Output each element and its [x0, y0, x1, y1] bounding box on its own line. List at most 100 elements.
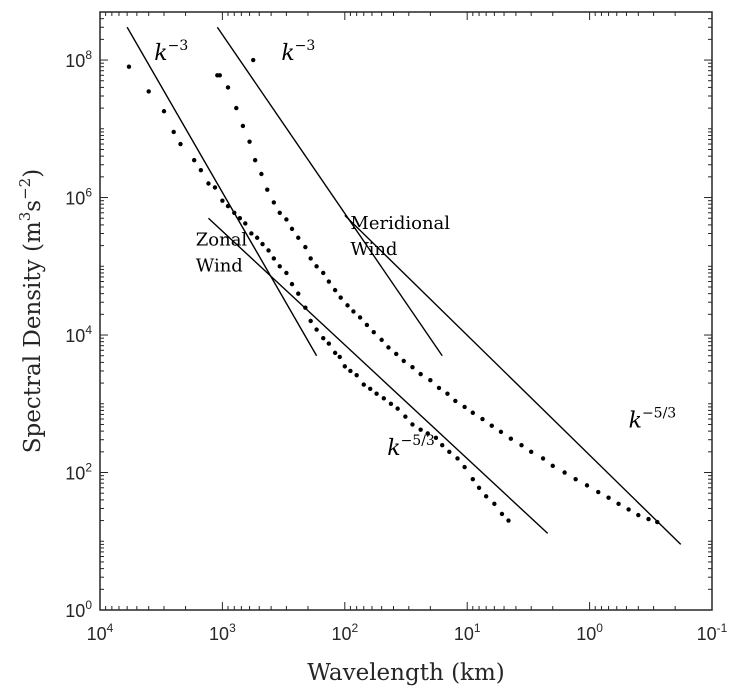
axis-ticks: [99, 11, 713, 611]
zonal-wind-point: [249, 231, 254, 236]
x-axis-label: Wavelength (km): [307, 660, 505, 686]
meridional-wind-point: [445, 391, 450, 396]
zonal-wind-point: [289, 281, 295, 287]
y-axis-label-sup2: −2: [16, 178, 34, 200]
meridional-wind-point: [296, 235, 301, 240]
y-tick-label: 102: [65, 461, 92, 484]
zonal-k53-label: k−5/3: [387, 433, 435, 461]
meridional-wind-point: [345, 303, 350, 308]
meridional-wind-point: [379, 337, 384, 343]
meridional-wind-point: [436, 385, 442, 391]
meridional-wind-point: [364, 322, 370, 328]
meridional-wind-point: [498, 429, 504, 435]
merid-k53-fit: [344, 214, 682, 545]
meridional-wind-point: [480, 416, 485, 422]
x-tick-label: 101: [454, 621, 481, 644]
zonal-wind-point: [506, 518, 511, 523]
zonal-wind-point: [433, 435, 439, 440]
zonal-wind-point: [476, 485, 482, 490]
y-axis-label-end: ): [20, 169, 46, 178]
meridional-wind-point: [573, 476, 578, 482]
meridional-wind-point: [357, 315, 363, 320]
meridional-wind-point: [508, 436, 514, 441]
zonal-wind-point: [492, 501, 497, 507]
zonal-wind-point: [232, 210, 237, 215]
zonal-wind-point: [284, 270, 289, 276]
meridional-wind-point: [428, 378, 433, 383]
zonal-wind-point: [161, 109, 167, 114]
zonal-wind-point: [447, 449, 452, 455]
meridional-wind-point: [247, 139, 252, 144]
zonal-wind-point: [220, 198, 225, 203]
plot-frame: [99, 11, 713, 611]
meridional-wind-point: [386, 345, 391, 350]
zonal-wind-point: [403, 414, 408, 419]
merid-k3-fit: [216, 26, 443, 357]
zonal-wind-point: [243, 221, 248, 226]
meridional-wind-point: [519, 442, 524, 448]
meridional-wind-point: [540, 456, 546, 461]
zonal-k3-label: k−3: [154, 38, 188, 66]
zonal-wind-point: [277, 264, 282, 269]
zonal-wind-point: [260, 241, 265, 247]
zonal-wind-point: [191, 157, 197, 163]
y-axis-label: Spectral Density (m3s−2): [16, 169, 46, 453]
zonal-wind-point: [455, 456, 460, 461]
zonal-wind-point: [212, 185, 218, 190]
zonal-wind-point: [499, 511, 505, 517]
merid-k53-label: k−5/3: [629, 406, 677, 434]
x-tick-label: 103: [209, 621, 236, 644]
zonal-wind-point: [388, 401, 394, 406]
zonal-wind-point: [462, 464, 467, 470]
meridional-wind-point: [265, 187, 270, 192]
zonal-k3-fit: [126, 26, 318, 357]
zonal-wind-point: [483, 494, 489, 499]
zonal-wind-point: [470, 476, 476, 482]
meridional-wind-point: [453, 398, 458, 404]
meridional-wind-point: [489, 423, 494, 428]
zonal-wind-point: [206, 181, 211, 186]
zonal-wind-point: [361, 382, 366, 387]
zonal-wind-point: [146, 89, 151, 94]
meridional-wind-point: [314, 264, 319, 269]
meridional-wind-point: [338, 295, 343, 300]
zonal-wind-point: [326, 341, 332, 346]
zonal-label: Zonal Wind: [196, 230, 248, 277]
meridional-wind-point: [277, 210, 282, 215]
merid-k3-label: k−3: [281, 38, 315, 66]
zonal-wind-point: [332, 350, 338, 356]
meridional-wind-point: [326, 279, 332, 284]
meridional-wind-point: [616, 501, 621, 507]
y-axis-label-mid: s: [20, 200, 46, 212]
meridional-wind-point: [646, 516, 651, 522]
y-tick-label: 108: [65, 48, 92, 71]
zonal-k53-fit: [207, 217, 549, 534]
meridional-wind-point: [234, 105, 239, 111]
zonal-wind-point: [254, 235, 260, 240]
meridional-wind-point: [529, 449, 534, 455]
y-tick-label: 100: [65, 598, 92, 621]
meridional-wind-point: [321, 270, 326, 276]
meridional-wind-point: [332, 287, 338, 293]
meridional-wind-point: [252, 157, 258, 163]
meridional-wind-point: [410, 365, 415, 370]
zonal-wind-point: [198, 167, 204, 173]
y-axis-label-main: Spectral Density (m: [20, 221, 46, 453]
zonal-wind-point: [321, 335, 326, 341]
zonal-wind-point: [381, 396, 387, 401]
outliers-point: [251, 57, 256, 63]
zonal-wind-point: [271, 256, 277, 261]
zonal-wind-point: [171, 129, 176, 135]
zonal-wind-point: [225, 203, 231, 209]
zonal-wind-point: [337, 354, 342, 360]
y-tick-label: 106: [65, 186, 92, 209]
zonal-wind-point: [266, 248, 271, 253]
meridional-wind-point: [284, 217, 289, 222]
meridional-wind-point: [225, 85, 231, 90]
meridional-wind-point: [470, 410, 476, 415]
meridional-wind-point: [655, 519, 660, 525]
zonal-wind-point: [314, 327, 319, 332]
merid-label: Meridional Wind: [350, 213, 450, 260]
zonal-wind-point: [237, 216, 243, 221]
